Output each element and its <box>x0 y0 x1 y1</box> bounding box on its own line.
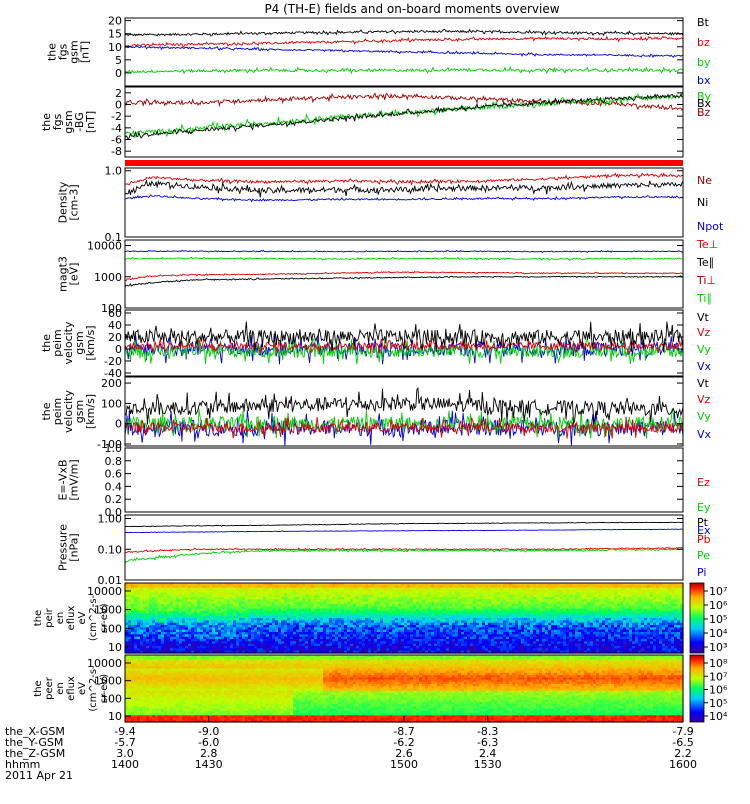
legend-entry-density: Npot <box>697 220 724 233</box>
y-tick-label-temperature: 10000 <box>87 240 122 253</box>
legend-entry-peir_velocity: Vz <box>697 393 711 406</box>
y-tick-label-peir_velocity: 100 <box>101 397 122 410</box>
y-tick-label-fgs: 20 <box>108 15 122 28</box>
y-tick-label-pressure: 1.00 <box>98 513 123 526</box>
series-line-fgs-0 <box>125 30 683 36</box>
y-axis-label-density: [cm-3] <box>68 184 81 220</box>
legend-entry-peim_velocity: Vt <box>697 311 710 324</box>
series-line-peir_velocity-3 <box>125 388 683 424</box>
legend-entry-fgs_gsm: Bz <box>697 106 711 119</box>
series-line-fgs-2 <box>125 46 683 57</box>
series-line-density-1 <box>125 181 683 198</box>
y-tick-label-density: 1.0 <box>105 165 123 178</box>
y-axis-label-peir_velocity: [km/s] <box>84 394 97 429</box>
separator-bar <box>125 160 683 166</box>
legend-entry-temperature: Te⊥ <box>696 238 718 251</box>
panel-frame-fgs_gsm <box>125 87 683 157</box>
y-tick-label-fgs: 0 <box>115 67 122 80</box>
y-axis-label-peim_velocity: [km/s] <box>84 325 97 360</box>
legend-entry-fgs: bx <box>697 74 711 87</box>
legend-entry-fgs: Bt <box>697 16 710 29</box>
panel-frame-efield <box>125 448 683 512</box>
legend-entry-peim_velocity: Vz <box>697 326 711 339</box>
y-tick-label-efield: 0.2 <box>105 493 123 506</box>
y-tick-label-fgs: 5 <box>115 54 122 67</box>
y-tick-label-efield: 0.4 <box>105 480 123 493</box>
series-line-density-0 <box>125 173 683 185</box>
legend-entry-density: Ne <box>697 174 712 187</box>
panel-frame-pressure <box>125 515 683 580</box>
legend-entry-pressure: Pt <box>697 516 709 529</box>
series-line-temperature-0 <box>125 250 683 252</box>
y-axis-label-pressure: [nPa] <box>68 533 81 561</box>
y-tick-label-efield: 1.0 <box>105 442 123 455</box>
legend-entry-efield: Ez <box>697 476 710 489</box>
panel-peir_velocity: 2001000-100thepeimvelocitygsm[km/s]VtVzV… <box>40 377 712 451</box>
y-axis-label-fgs: [nT] <box>79 41 92 63</box>
series-line-pressure-1 <box>125 529 683 533</box>
panel-frame-density <box>125 168 683 237</box>
legend-entry-peim_velocity: Vy <box>697 343 711 356</box>
series-line-pressure-0 <box>125 522 683 527</box>
legend-entry-density: Ni <box>697 196 708 209</box>
y-tick-label-peir_velocity: 0 <box>115 418 122 431</box>
y-axis-label-fgs_gsm: [nT] <box>84 111 97 133</box>
y-tick-label-pressure: 0.10 <box>98 543 123 556</box>
figure-title: P4 (TH-E) fields and on-board moments ov… <box>264 2 559 16</box>
legend-entry-peim_velocity: Vx <box>697 360 712 373</box>
y-axis-label-efield: [mV/m] <box>68 459 81 500</box>
y-axis-label-temperature: [eV] <box>68 263 81 286</box>
legend-entry-peir_velocity: Vx <box>697 428 712 441</box>
legend-entry-pressure: Pi <box>697 566 706 579</box>
series-line-fgs-1 <box>125 36 683 47</box>
y-tick-label-fgs: 10 <box>108 41 122 54</box>
series-line-pressure-3 <box>125 549 683 563</box>
legend-entry-efield: Ey <box>697 501 711 514</box>
legend-entry-temperature: Ti∥ <box>696 292 712 305</box>
legend-entry-pressure: Pe <box>697 549 710 562</box>
legend-entry-fgs: bz <box>697 36 710 49</box>
y-tick-label-efield: 0.6 <box>105 468 123 481</box>
legend-entry-peir_velocity: Vt <box>697 377 710 390</box>
legend-entry-temperature: Te∥ <box>696 256 714 269</box>
y-tick-label-peir_velocity: 200 <box>101 377 122 390</box>
series-line-density-2 <box>125 195 683 202</box>
series-line-temperature-1 <box>125 257 683 260</box>
series-line-fgs-3 <box>125 67 683 73</box>
legend-entry-peir_velocity: Vy <box>697 410 711 423</box>
legend-entry-pressure: Pb <box>697 533 711 546</box>
y-tick-label-fgs: 15 <box>108 28 122 41</box>
panel-peim_velocity: 6040200-20-40thepeimvelocitygsm[km/s]VtV… <box>40 307 712 380</box>
y-tick-label-temperature: 1000 <box>94 271 122 284</box>
legend-entry-temperature: Ti⊥ <box>696 274 716 287</box>
y-tick-label-efield: 0.8 <box>105 455 123 468</box>
y-tick-label-fgs_gsm: -8 <box>111 145 122 158</box>
legend-entry-fgs: by <box>697 56 711 69</box>
series-line-temperature-3 <box>125 276 683 287</box>
